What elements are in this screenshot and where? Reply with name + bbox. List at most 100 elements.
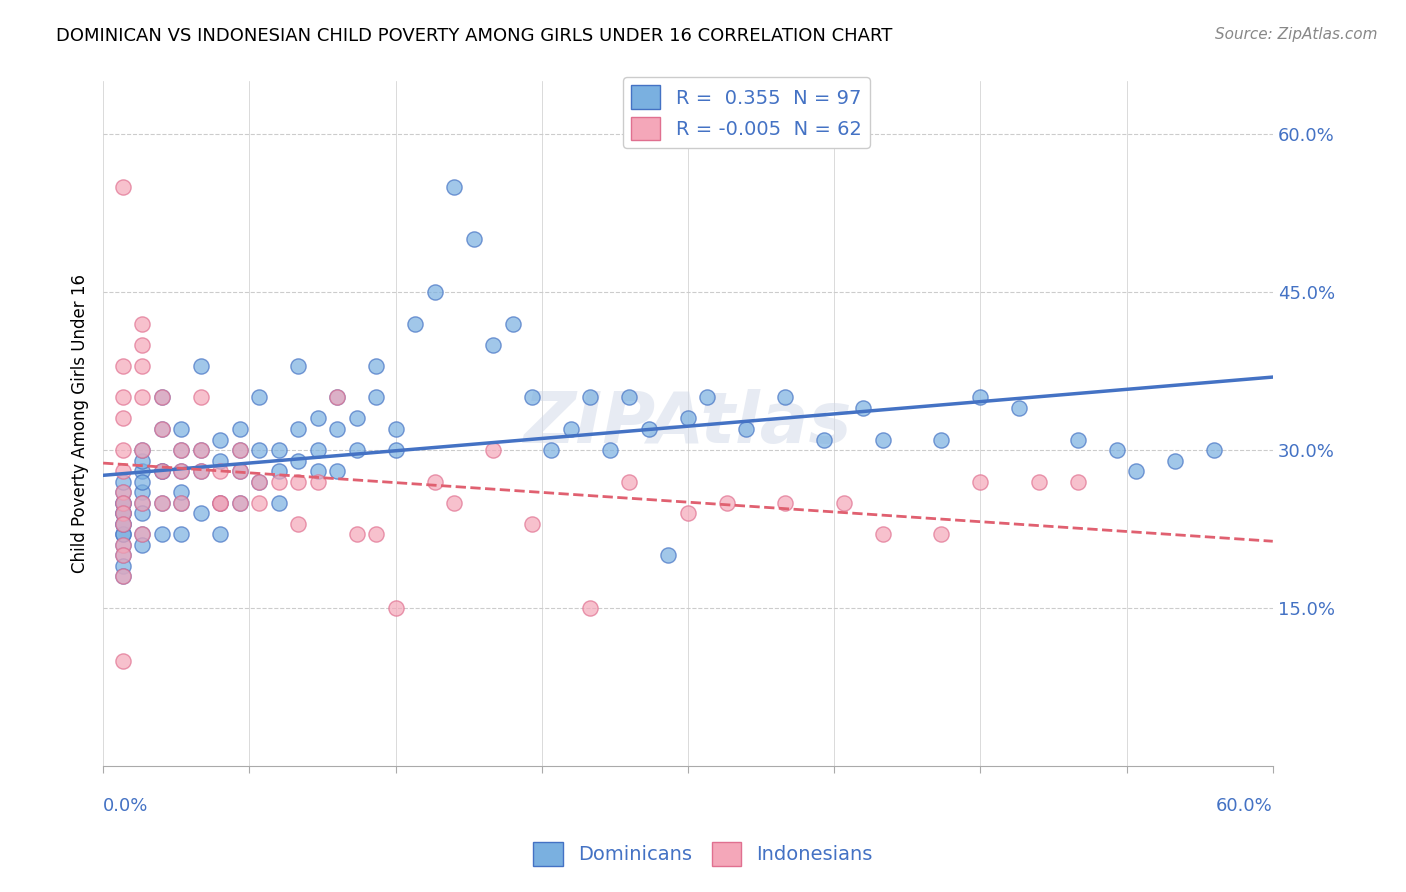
Point (384, 601, 406, 615)
Point (150, 422, 173, 436)
Point (131, 391, 153, 405)
Point (287, 422, 309, 436)
Point (267, 475, 290, 489)
Point (872, 433, 894, 447)
Point (111, 538, 134, 552)
Point (931, 527, 953, 541)
Point (111, 569, 134, 583)
Point (326, 422, 349, 436)
Point (346, 443, 368, 458)
Point (150, 391, 173, 405)
Point (384, 443, 406, 458)
Point (638, 422, 661, 436)
Point (111, 654, 134, 668)
Point (813, 433, 835, 447)
Point (619, 391, 641, 405)
Point (228, 496, 250, 510)
Point (190, 464, 212, 478)
Point (209, 496, 232, 510)
Point (150, 496, 173, 510)
Point (346, 411, 368, 425)
Point (560, 422, 582, 436)
Point (832, 496, 855, 510)
Point (131, 527, 153, 541)
Point (267, 443, 290, 458)
Point (131, 443, 153, 458)
Point (307, 411, 329, 425)
Point (775, 391, 797, 405)
Point (170, 496, 193, 510)
Point (287, 475, 309, 489)
Point (131, 464, 153, 478)
Point (111, 527, 134, 541)
Point (111, 411, 134, 425)
Point (326, 464, 349, 478)
Point (190, 443, 212, 458)
Point (247, 391, 270, 405)
Point (150, 391, 173, 405)
Point (735, 422, 758, 436)
Point (131, 453, 153, 467)
Point (247, 475, 270, 489)
Point (190, 443, 212, 458)
Legend: Dominicans, Indonesians: Dominicans, Indonesians (526, 834, 880, 873)
Point (931, 433, 953, 447)
Legend: R =  0.355  N = 97, R = -0.005  N = 62: R = 0.355 N = 97, R = -0.005 N = 62 (623, 78, 869, 148)
Point (540, 443, 562, 458)
Point (190, 464, 212, 478)
Point (131, 337, 153, 351)
Point (111, 569, 134, 583)
Point (131, 443, 153, 458)
Point (131, 317, 153, 331)
Point (676, 411, 699, 425)
Text: Source: ZipAtlas.com: Source: ZipAtlas.com (1215, 27, 1378, 42)
Point (111, 549, 134, 563)
Point (1067, 433, 1090, 447)
Point (307, 475, 329, 489)
Point (326, 391, 349, 405)
Point (209, 433, 232, 447)
Point (170, 527, 193, 541)
Point (111, 516, 134, 531)
Point (131, 496, 153, 510)
Point (657, 549, 679, 563)
Point (209, 496, 232, 510)
Point (111, 179, 134, 194)
Point (364, 527, 387, 541)
Point (131, 359, 153, 373)
Point (502, 317, 524, 331)
Point (579, 391, 602, 405)
Point (228, 422, 250, 436)
Point (346, 527, 368, 541)
Point (170, 422, 193, 436)
Point (190, 391, 212, 405)
Point (111, 391, 134, 405)
Point (1067, 475, 1090, 489)
Point (150, 422, 173, 436)
Point (131, 475, 153, 489)
Point (150, 464, 173, 478)
Point (247, 496, 270, 510)
Point (969, 475, 991, 489)
Point (170, 443, 193, 458)
Point (463, 232, 485, 246)
Point (111, 527, 134, 541)
Point (364, 359, 387, 373)
Point (111, 496, 134, 510)
Text: 0.0%: 0.0% (103, 797, 149, 814)
Point (111, 538, 134, 552)
Point (404, 317, 426, 331)
Point (969, 391, 991, 405)
Point (170, 496, 193, 510)
Point (111, 516, 134, 531)
Point (384, 422, 406, 436)
Point (307, 464, 329, 478)
Point (170, 464, 193, 478)
Point (443, 496, 465, 510)
Point (150, 464, 173, 478)
Point (423, 475, 446, 489)
Point (775, 496, 797, 510)
Point (852, 401, 875, 415)
Point (599, 443, 621, 458)
Point (1028, 475, 1050, 489)
